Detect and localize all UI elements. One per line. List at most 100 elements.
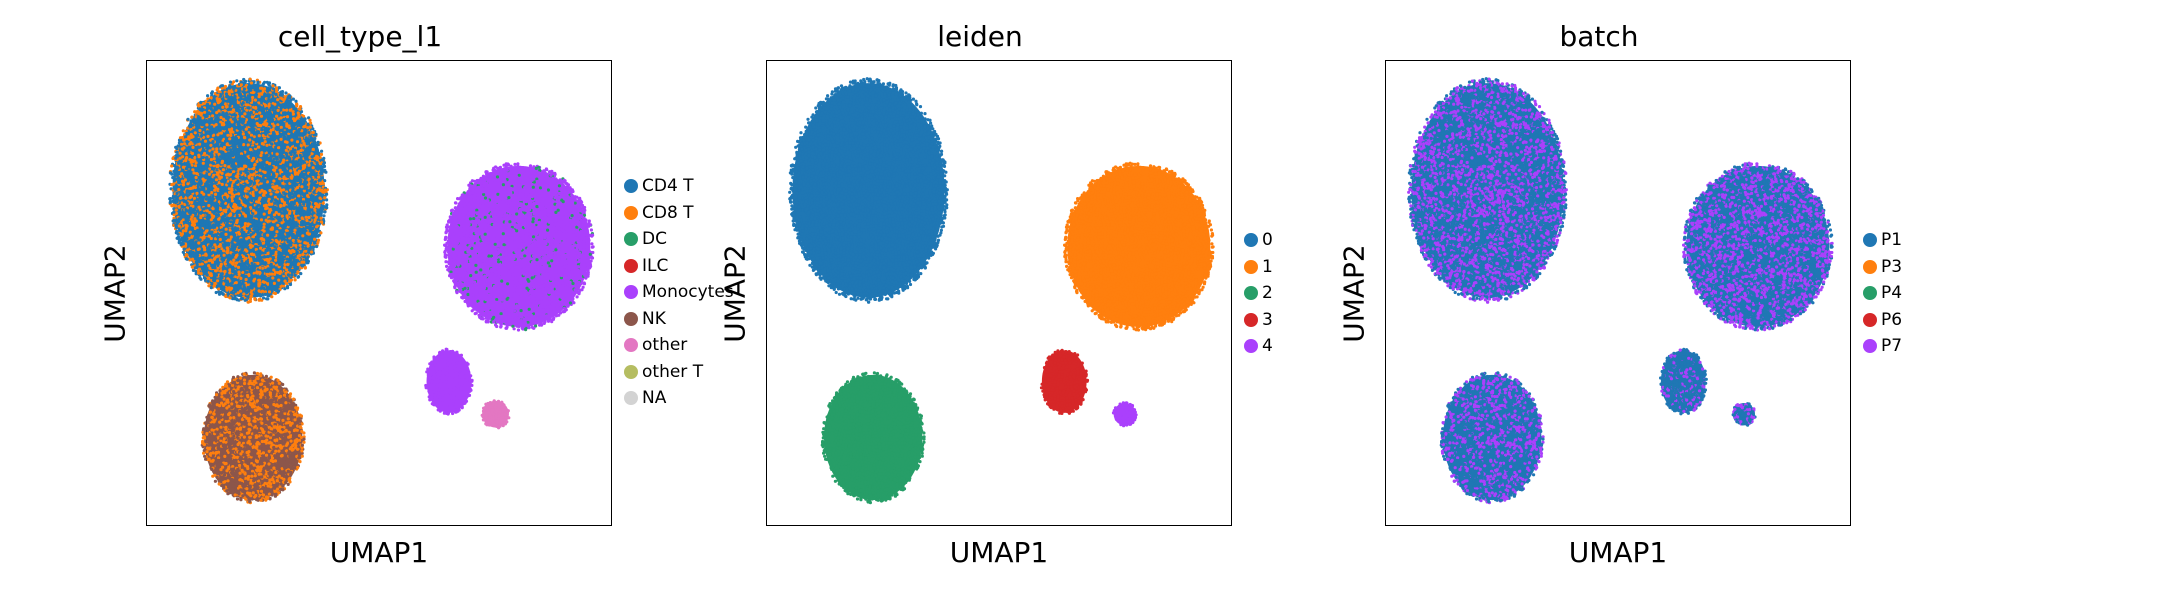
data-point	[232, 284, 236, 288]
data-point	[210, 118, 214, 123]
data-point	[249, 284, 253, 288]
data-point	[252, 209, 256, 213]
data-point	[249, 151, 253, 155]
data-point	[245, 132, 249, 136]
data-point	[192, 171, 196, 175]
data-point	[253, 132, 257, 136]
data-point	[200, 134, 204, 138]
data-point	[252, 130, 256, 134]
data-point	[305, 142, 309, 146]
data-point	[259, 172, 264, 176]
data-point	[262, 261, 266, 265]
data-point	[208, 244, 212, 248]
data-point	[297, 128, 301, 132]
data-point	[228, 137, 232, 141]
data-point	[266, 127, 271, 131]
data-point	[251, 192, 255, 196]
data-point	[187, 176, 191, 180]
data-point	[241, 121, 245, 125]
data-point	[253, 297, 257, 301]
data-point	[262, 286, 266, 290]
data-point	[285, 199, 289, 203]
data-point	[317, 175, 321, 179]
data-point	[258, 158, 262, 162]
data-point	[189, 133, 193, 137]
data-point	[300, 220, 304, 224]
data-point	[227, 184, 232, 188]
data-point	[293, 228, 297, 232]
data-point	[185, 237, 189, 241]
data-point	[173, 187, 177, 191]
data-point	[247, 228, 252, 232]
data-point	[316, 167, 320, 171]
data-point	[253, 98, 257, 102]
data-point	[210, 154, 214, 159]
data-point	[193, 164, 198, 168]
data-point	[195, 191, 199, 195]
data-point	[175, 220, 179, 224]
data-point	[233, 294, 237, 298]
data-point	[282, 111, 286, 115]
data-point	[275, 132, 279, 136]
data-point	[200, 190, 204, 195]
data-point	[198, 107, 202, 111]
data-point	[298, 140, 302, 144]
data-point	[269, 232, 273, 236]
data-point	[180, 142, 184, 146]
data-point	[317, 199, 321, 203]
data-point	[194, 260, 198, 264]
data-point	[223, 102, 227, 106]
data-point	[176, 166, 180, 170]
data-point	[252, 166, 256, 170]
data-point	[272, 87, 276, 91]
data-point	[263, 120, 267, 124]
data-point	[306, 244, 310, 248]
data-point	[282, 188, 286, 192]
data-point	[309, 238, 313, 242]
data-point	[255, 168, 259, 172]
data-point	[263, 292, 267, 296]
data-point	[175, 191, 179, 195]
data-point	[212, 98, 216, 102]
data-point	[271, 217, 275, 221]
data-point	[220, 276, 224, 280]
data-point	[304, 246, 308, 250]
data-point	[199, 200, 203, 204]
data-point	[235, 180, 239, 185]
data-point	[310, 155, 314, 159]
data-point	[211, 140, 215, 144]
data-point	[301, 234, 305, 238]
data-point	[245, 249, 249, 253]
data-point	[253, 185, 257, 189]
data-point	[213, 102, 217, 106]
data-point	[291, 256, 295, 260]
data-point	[243, 240, 248, 244]
data-point	[316, 238, 321, 242]
data-point	[237, 199, 241, 204]
data-point	[223, 262, 227, 266]
data-point	[301, 192, 305, 196]
data-point	[222, 238, 227, 242]
data-point	[249, 257, 253, 261]
data-point	[244, 157, 248, 161]
data-point	[272, 174, 276, 178]
data-point	[250, 187, 254, 191]
data-point	[295, 133, 300, 137]
data-point	[316, 234, 320, 238]
data-point	[184, 200, 188, 204]
data-point	[272, 272, 277, 276]
data-point	[247, 106, 251, 110]
data-point	[221, 117, 226, 121]
data-point	[325, 203, 329, 207]
data-point	[268, 188, 272, 193]
data-point	[300, 114, 304, 118]
data-point	[258, 111, 262, 115]
data-point	[304, 249, 308, 253]
data-point	[287, 249, 291, 253]
data-point	[318, 162, 323, 166]
data-point	[266, 258, 270, 262]
data-point	[209, 258, 213, 262]
data-point	[259, 218, 264, 222]
data-point	[234, 203, 238, 207]
data-point	[226, 115, 231, 119]
